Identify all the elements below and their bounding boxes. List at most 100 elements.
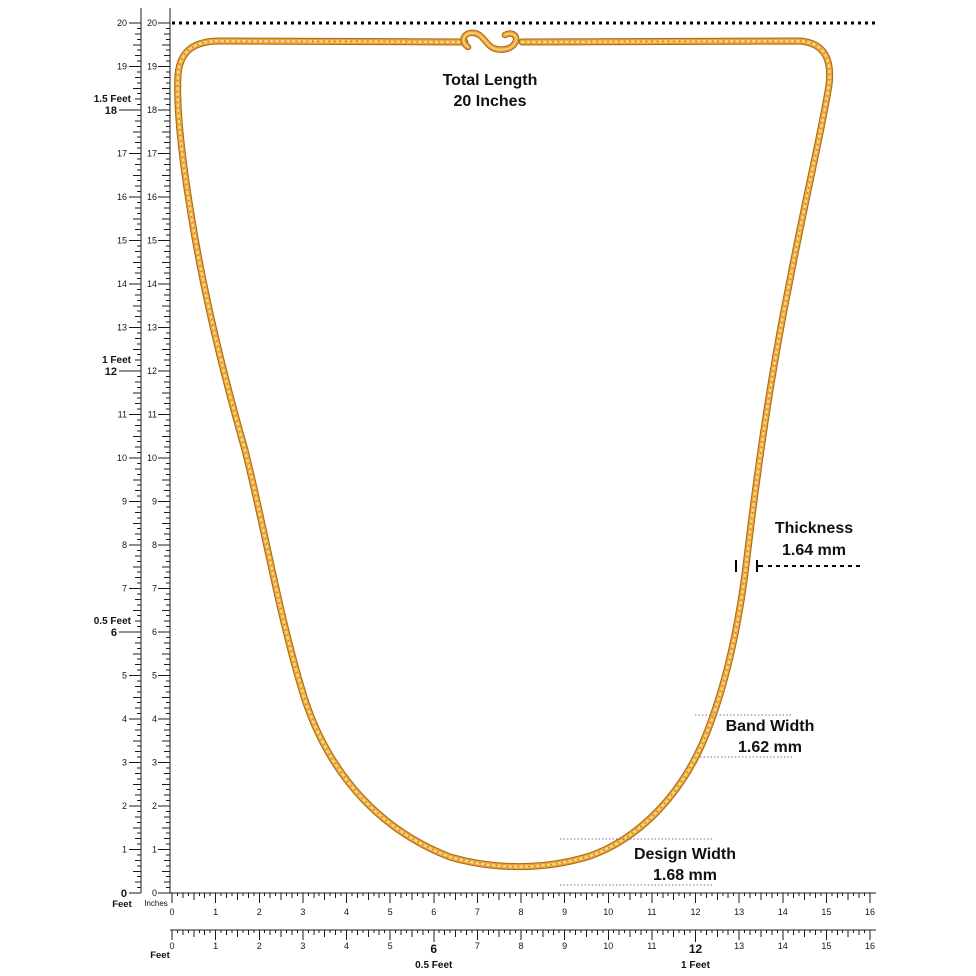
horizontal-ruler-feet-label: 15 (821, 941, 831, 951)
horizontal-ruler-feet-feet-mark: 0.5 Feet (415, 960, 453, 971)
vertical-ruler-feet-label: 6 (111, 627, 117, 639)
vertical-ruler-feet-label: 3 (122, 758, 127, 768)
vertical-ruler-inches-label: 4 (152, 714, 157, 724)
vertical-ruler-inches-label: 9 (152, 497, 157, 507)
vertical-ruler-inches-label: 5 (152, 671, 157, 681)
vertical-ruler-feet-label: 17 (117, 149, 127, 159)
vertical-ruler-feet-feet-mark: 0.5 Feet (94, 616, 132, 627)
vertical-ruler-feet-label: 15 (117, 236, 127, 246)
vertical-ruler-inches-unit-label: Inches (144, 899, 168, 908)
vertical-ruler-inches-label: 20 (147, 18, 157, 28)
horizontal-ruler-inches-label: 12 (690, 907, 700, 917)
horizontal-ruler-inches-label: 10 (603, 907, 613, 917)
horizontal-ruler-feet-label: 4 (344, 941, 349, 951)
vertical-ruler-inches-label: 19 (147, 62, 157, 72)
horizontal-ruler-feet-label: 5 (388, 941, 393, 951)
design-width-value: 1.68 mm (653, 867, 717, 884)
horizontal-ruler-feet-label: 12 (689, 942, 703, 956)
vertical-ruler-inches-label: 6 (152, 627, 157, 637)
vertical-ruler-feet-label: 10 (117, 453, 127, 463)
total-length-value: 20 Inches (454, 93, 527, 110)
horizontal-ruler-inches-label: 0 (169, 907, 174, 917)
horizontal-ruler-feet-unit-label: Feet (150, 950, 170, 961)
vertical-ruler-feet-label: 18 (105, 105, 117, 117)
horizontal-ruler-feet-label: 0 (169, 941, 174, 951)
horizontal-ruler-inches-label: 7 (475, 907, 480, 917)
vertical-ruler-inches-label: 1 (152, 845, 157, 855)
vertical-ruler-inches-label: 18 (147, 105, 157, 115)
thickness-label: Thickness (775, 520, 853, 537)
vertical-ruler-feet-label: 8 (122, 540, 127, 550)
vertical-ruler-inches-label: 10 (147, 453, 157, 463)
horizontal-ruler-feet-label: 13 (734, 941, 744, 951)
total-length-annotation: Total Length 20 Inches (172, 21, 878, 110)
vertical-ruler-feet-label: 1 (122, 845, 127, 855)
horizontal-ruler-feet-label: 7 (475, 941, 480, 951)
horizontal-ruler-inches-label: 15 (821, 907, 831, 917)
horizontal-ruler-feet-label: 6 (430, 942, 437, 956)
vertical-ruler-feet-feet-mark: 1 Feet (102, 355, 132, 366)
band-width-annotation: Band Width 1.62 mm (695, 714, 815, 758)
vertical-ruler-inches-label: 0 (152, 888, 157, 898)
vertical-ruler-feet-label: 2 (122, 801, 127, 811)
horizontal-ruler-feet-label: 1 (213, 941, 218, 951)
horizontal-ruler-inches-label: 5 (388, 907, 393, 917)
chain-body (178, 41, 830, 867)
horizontal-ruler-inches-label: 2 (257, 907, 262, 917)
horizontal-ruler-inches: 0 1 2 3 4 5 6 7 8 9 10 11 12 13 14 15 16 (169, 892, 876, 917)
chain-outline (178, 41, 830, 867)
band-width-label: Band Width (726, 718, 815, 735)
vertical-ruler-inches-label: 11 (148, 410, 157, 420)
horizontal-ruler-inches-label: 3 (300, 907, 305, 917)
vertical-ruler-inches-label: 14 (147, 279, 157, 289)
vertical-ruler-feet-label: 12 (105, 366, 117, 378)
horizontal-ruler-feet-feet-mark: 1 Feet (681, 960, 711, 971)
horizontal-ruler-inches-label: 13 (734, 907, 744, 917)
design-width-label: Design Width (634, 846, 736, 863)
vertical-ruler-feet-label: 13 (117, 323, 127, 333)
horizontal-ruler-feet: 0 1 2 3 4 5 6 7 8 9 10 11 12 13 14 15 160.5 Feet 1 Feet (169, 929, 876, 971)
thickness-value: 1.64 mm (782, 542, 846, 559)
horizontal-ruler-feet-label: 9 (562, 941, 567, 951)
vertical-ruler-inches-label: 16 (147, 192, 157, 202)
vertical-ruler-inches-label: 7 (152, 584, 157, 594)
vertical-ruler-feet-label: 9 (122, 497, 127, 507)
vertical-ruler-feet-label: 19 (117, 62, 127, 72)
horizontal-ruler-inches-label: 6 (431, 907, 436, 917)
vertical-ruler-inches-label: 13 (147, 323, 157, 333)
horizontal-ruler-feet-label: 14 (778, 941, 788, 951)
vertical-ruler-feet-label: 4 (122, 714, 127, 724)
horizontal-ruler-inches-label: 9 (562, 907, 567, 917)
chain-link-highlights (176, 39, 831, 868)
total-length-label: Total Length (443, 72, 538, 89)
horizontal-ruler-inches-label: 1 (213, 907, 218, 917)
vertical-ruler-feet-unit-label: Feet (112, 899, 132, 910)
horizontal-ruler-feet-label: 11 (647, 941, 656, 951)
vertical-ruler-feet-feet-mark: 1.5 Feet (94, 94, 132, 105)
vertical-ruler-feet-label: 5 (122, 671, 127, 681)
vertical-ruler-feet-label: 20 (117, 18, 127, 28)
horizontal-ruler-feet-label: 3 (300, 941, 305, 951)
vertical-ruler-feet-label: 11 (118, 410, 127, 420)
horizontal-ruler-inches-label: 14 (778, 907, 788, 917)
horizontal-ruler-feet-label: 10 (603, 941, 613, 951)
horizontal-ruler-feet-label: 8 (518, 941, 523, 951)
design-width-annotation: Design Width 1.68 mm (560, 838, 736, 886)
horizontal-ruler-feet-label: 16 (865, 941, 875, 951)
horizontal-ruler-inches-label: 16 (865, 907, 875, 917)
vertical-ruler-inches-label: 12 (147, 366, 157, 376)
vertical-ruler-feet-label: 14 (117, 279, 127, 289)
vertical-ruler-inches-label: 8 (152, 540, 157, 550)
horizontal-ruler-inches-label: 11 (647, 907, 656, 917)
vertical-ruler-inches-label: 15 (147, 236, 157, 246)
vertical-ruler-feet-label: 7 (122, 584, 127, 594)
vertical-ruler-inches-label: 17 (147, 149, 157, 159)
vertical-ruler-inches-label: 2 (152, 801, 157, 811)
horizontal-ruler-inches-label: 8 (518, 907, 523, 917)
s-hook-clasp (463, 33, 516, 50)
vertical-ruler-inches-label: 3 (152, 758, 157, 768)
